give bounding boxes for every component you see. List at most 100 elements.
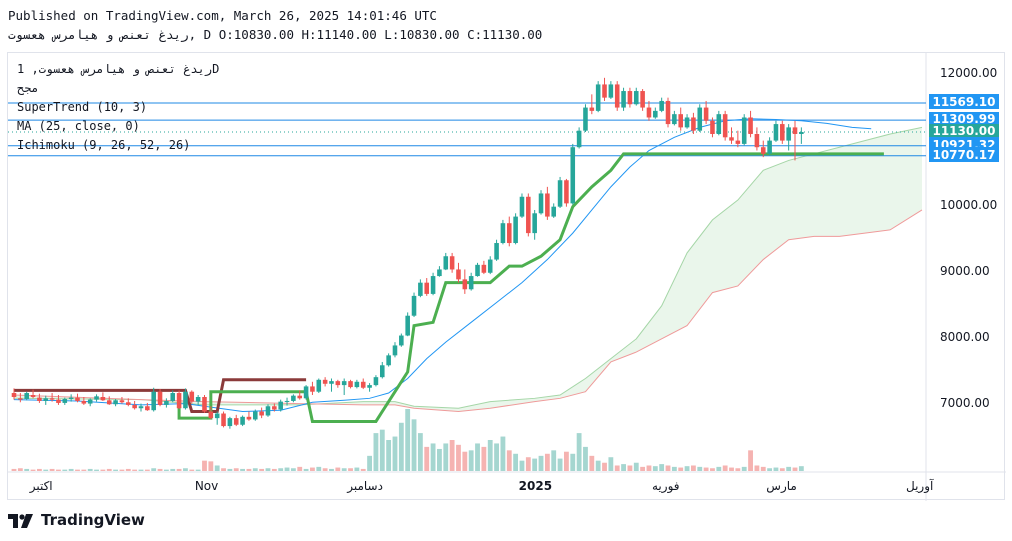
supertrend-up-line: [177, 152, 884, 423]
candle-body: [246, 416, 252, 420]
candle-body: [75, 397, 80, 401]
candle-body: [272, 406, 277, 410]
tradingview-logo[interactable]: TradingView: [8, 511, 145, 529]
legend-supertrend[interactable]: SuperTrend (10, 3): [17, 100, 148, 114]
time-tick-label: Nov: [194, 479, 219, 493]
candle: [303, 385, 309, 400]
candle: [792, 120, 798, 161]
horizontal-levels-layer: [8, 102, 926, 157]
candle-body: [748, 117, 753, 134]
chart-frame[interactable]: [7, 52, 1006, 501]
volume-bar: [183, 468, 188, 471]
candle: [221, 411, 226, 428]
candle-body: [113, 400, 118, 405]
volume-bar: [798, 466, 804, 471]
candle-body: [360, 381, 366, 388]
volume-bar: [113, 469, 119, 471]
volume-bar: [792, 467, 798, 471]
candle: [519, 193, 525, 218]
candle-body: [405, 315, 410, 336]
volume-bar: [659, 464, 665, 471]
candle-body: [379, 365, 385, 378]
candle: [291, 394, 296, 403]
volume-bar: [290, 468, 296, 471]
volume-bar: [176, 468, 182, 471]
candle-body: [335, 381, 341, 386]
candle-body: [240, 416, 245, 425]
candle: [437, 266, 442, 277]
volume-bar: [678, 467, 684, 471]
volume-bar: [697, 466, 703, 471]
volume-bar: [125, 468, 131, 471]
candle: [468, 272, 474, 291]
candle: [81, 396, 87, 405]
volume-bar: [456, 444, 461, 471]
candle-body: [418, 282, 423, 296]
candle-body: [443, 256, 449, 270]
price-level-tag[interactable]: 11130.00: [929, 123, 999, 139]
volume-bar: [138, 469, 144, 471]
candle: [710, 117, 715, 138]
time-tick-label: مارس: [766, 479, 797, 493]
candle-body: [735, 140, 741, 144]
volume-bar: [94, 469, 99, 471]
candle: [449, 252, 455, 273]
candle-body: [354, 381, 360, 388]
candle: [760, 140, 766, 158]
candle: [265, 404, 271, 417]
volume-bar: [17, 468, 23, 471]
candle: [456, 262, 461, 283]
candle-body: [557, 180, 563, 207]
volume-bar: [551, 450, 557, 471]
legend-ma[interactable]: MA (25, close, 0): [17, 119, 140, 133]
candle-body: [81, 400, 87, 404]
candle: [487, 256, 493, 275]
volume-bar: [49, 468, 55, 471]
candle: [151, 387, 156, 412]
candle: [583, 104, 588, 133]
candle-body: [576, 130, 582, 148]
candle: [500, 219, 506, 245]
volume-bar: [30, 469, 36, 471]
candle: [37, 393, 42, 403]
candle: [754, 127, 760, 151]
candle-body: [202, 396, 207, 412]
price-tick-label: 7000.00: [940, 395, 990, 410]
candle-body: [449, 256, 455, 270]
tradingview-wordmark: TradingView: [41, 511, 145, 529]
candle: [202, 395, 207, 413]
volume-bar: [265, 468, 271, 471]
candle: [672, 110, 677, 126]
candle: [316, 378, 322, 394]
volume-bar: [87, 468, 93, 471]
candle: [310, 381, 315, 396]
price-level-tag[interactable]: 11569.10: [929, 94, 999, 110]
candle: [240, 415, 245, 427]
volume-bar: [411, 419, 417, 471]
candle: [595, 81, 601, 113]
legend-symbol: ریدغ تعنص و هیامرس هعسوت, 1D: [17, 62, 220, 76]
volume-bar: [392, 436, 398, 471]
volume-bar: [779, 468, 785, 471]
candle-body: [87, 399, 93, 404]
candle: [18, 393, 23, 403]
candle: [392, 342, 398, 358]
legend-ichimoku[interactable]: Ichimoku (9, 26, 52, 26): [17, 138, 191, 152]
candle: [513, 213, 518, 245]
price-level-tag[interactable]: 10770.17: [929, 147, 999, 163]
price-level-tag[interactable]: 11309.99: [929, 111, 999, 127]
volume-bar: [690, 465, 696, 471]
candle: [430, 272, 436, 296]
candle: [602, 77, 607, 101]
volume-bar: [621, 464, 626, 471]
ohlc-line: ریدغ تعنص و هیامرس هعسوت, D O:10830.00 H…: [8, 27, 543, 42]
candle-body: [583, 107, 588, 131]
volume-bar: [195, 469, 201, 471]
candle: [545, 186, 550, 220]
volume-bar: [475, 443, 480, 471]
candle-body: [780, 124, 785, 141]
candle: [259, 407, 264, 419]
candle-body: [729, 137, 734, 141]
price-tick-label: 8000.00: [940, 329, 990, 344]
chart-plot[interactable]: [8, 53, 1006, 501]
